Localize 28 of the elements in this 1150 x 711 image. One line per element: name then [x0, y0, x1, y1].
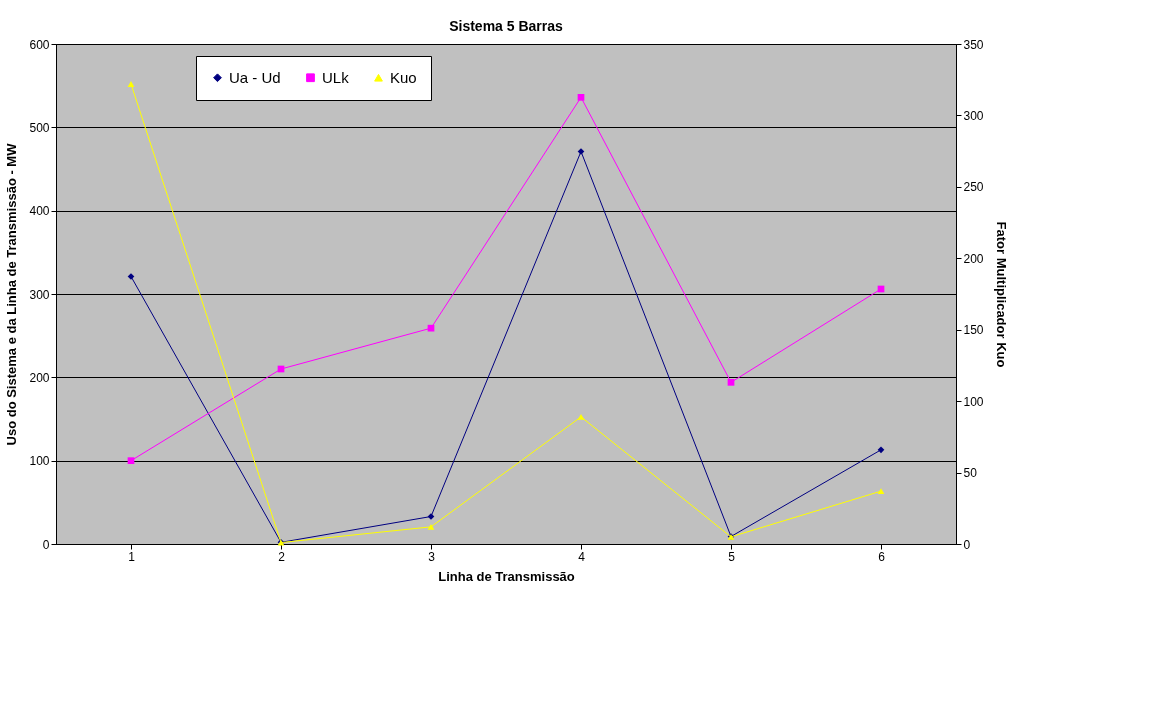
- y2-axis-title: Fator Multiplicador Kuo: [993, 221, 1009, 368]
- x-axis-title: Linha de Transmissão: [438, 568, 575, 584]
- legend-label: Kuo: [390, 68, 417, 86]
- x-tick-label: 1: [128, 549, 136, 564]
- y-tick-label: 300: [29, 287, 50, 302]
- y-tick-label: 0: [42, 537, 50, 552]
- x-tick-label: 2: [278, 549, 286, 564]
- y-axis-title: Uso do Sistema e da Linha de Transmissão - MW: [4, 142, 20, 446]
- legend-label: ULk: [322, 68, 350, 86]
- y-tick-label: 200: [29, 370, 50, 385]
- y2-tick-label: 50: [963, 466, 978, 481]
- y2-tick-label: 100: [963, 394, 984, 409]
- y-tick-label: 400: [29, 204, 50, 219]
- y2-tick-label: 200: [963, 251, 984, 266]
- y2-tick-label: 0: [963, 537, 971, 552]
- y2-tick-label: 350: [963, 37, 984, 52]
- y-tick-label: 500: [29, 120, 50, 135]
- x-tick-label: 6: [878, 549, 886, 564]
- chart-title: Sistema 5 Barras: [449, 18, 564, 34]
- legend-label: Ua - Ud: [229, 68, 281, 86]
- x-tick-label: 3: [428, 549, 436, 564]
- y2-tick-label: 250: [963, 180, 984, 195]
- x-tick-label: 4: [578, 549, 586, 564]
- y-tick-label: 100: [29, 454, 50, 469]
- x-tick-label: 5: [728, 549, 736, 564]
- y-tick-label: 600: [29, 37, 50, 52]
- y2-tick-label: 150: [963, 323, 984, 338]
- y2-tick-label: 300: [963, 108, 984, 123]
